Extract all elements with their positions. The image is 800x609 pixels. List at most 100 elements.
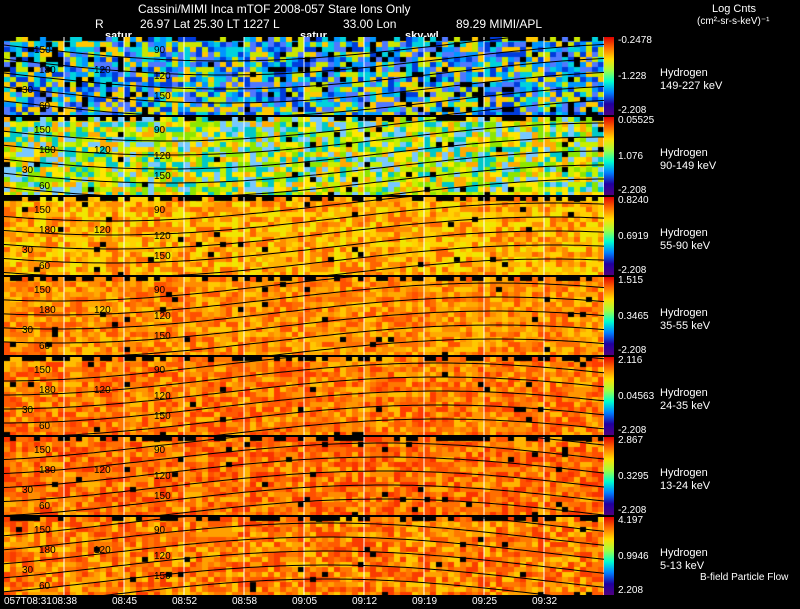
contour-label: 120 xyxy=(94,145,111,156)
ephemeris-right: 89.29 MIMI/APL xyxy=(456,17,543,31)
contour-label: 60 xyxy=(39,341,51,352)
contour-label: 180 xyxy=(39,225,56,236)
contour-label: 150 xyxy=(154,331,171,342)
energy-label: 5-13 keV xyxy=(660,560,705,572)
contour-label: 30 xyxy=(22,565,34,576)
colorbar-label-cmin: -2.208 xyxy=(618,505,647,516)
colorbar-label-cmid: 0.6919 xyxy=(618,231,649,242)
contour-label: 150 xyxy=(34,365,51,376)
contour-label: 180 xyxy=(39,545,56,556)
colorbar-6 xyxy=(604,437,614,515)
contour-line xyxy=(4,470,604,502)
contour-line xyxy=(4,202,604,236)
energy-label: 13-24 keV xyxy=(660,480,711,492)
contour-overlay xyxy=(4,197,604,275)
panel-label: Hydrogen 5-13 keV xyxy=(660,547,708,573)
contour-overlay xyxy=(4,517,604,595)
species-label: Hydrogen xyxy=(660,147,708,159)
contour-label: 120 xyxy=(154,311,171,322)
footer-label: B-field Particle Flow xyxy=(700,572,789,583)
contour-label: 180 xyxy=(39,385,56,396)
contour-overlay xyxy=(4,117,604,195)
contour-line xyxy=(60,404,604,435)
contour-line xyxy=(215,418,604,435)
colorbar-label-cmin: 2.208 xyxy=(618,585,644,596)
x-tick-label: 09:12 xyxy=(352,596,378,607)
plot-title: Cassini/MIMI Inca mTOF 2008-057 Stare Io… xyxy=(138,2,411,16)
colorbar-label-cmid: 0.3465 xyxy=(618,311,649,322)
contour-line xyxy=(4,57,604,90)
contour-label: 120 xyxy=(154,471,171,482)
contour-line xyxy=(383,178,604,195)
panel-label: Hydrogen 24-35 keV xyxy=(660,387,710,413)
colorbar-5 xyxy=(604,357,614,435)
contour-line xyxy=(4,357,604,382)
contour-label: 120 xyxy=(94,545,111,556)
species-label: Hydrogen xyxy=(660,547,708,559)
contour-label: 30 xyxy=(22,165,34,176)
contour-label: 60 xyxy=(39,421,51,432)
contour-label: 150 xyxy=(34,285,51,296)
colorbar-label-cmid: 0.04563 xyxy=(618,391,655,402)
contour-label: 150 xyxy=(34,445,51,456)
contour-line xyxy=(4,564,604,593)
contour-line xyxy=(4,85,604,115)
contour-label: 30 xyxy=(22,245,34,256)
contour-label: 180 xyxy=(39,465,56,476)
contour-label: 120 xyxy=(154,231,171,242)
contour-label: 60 xyxy=(39,101,51,112)
colorbar-label-cmin: -2.208 xyxy=(618,185,647,196)
contour-label: 120 xyxy=(94,65,111,76)
contour-line xyxy=(159,498,604,515)
x-tick-label: 08:52 xyxy=(172,596,198,607)
panel-label: Hydrogen 149-227 keV xyxy=(660,67,722,93)
contour-line xyxy=(4,230,604,264)
spectrogram-panel-2: 150 180 30 60 120 90 120 150 xyxy=(4,117,604,195)
colorbar-1 xyxy=(604,37,614,115)
contour-label: 150 xyxy=(154,171,171,182)
contour-overlay xyxy=(4,37,604,115)
colorbar-label-cmin: -2.208 xyxy=(618,345,647,356)
x-tick-label: 09:05 xyxy=(292,596,318,607)
contour-line xyxy=(4,550,604,579)
contour-label: 120 xyxy=(154,391,171,402)
colorbar-2 xyxy=(604,117,614,195)
contour-line xyxy=(103,578,552,595)
contour-line xyxy=(4,362,604,396)
spectrogram-panel-1: 150 180 30 60 120 90 120 150 xyxy=(4,37,604,115)
colorbar-label-cmax: 1.515 xyxy=(618,275,644,286)
contour-line xyxy=(4,536,604,565)
panel-label: Hydrogen 13-24 keV xyxy=(660,467,710,493)
contour-label: 150 xyxy=(154,251,171,262)
contour-label: 30 xyxy=(22,85,34,96)
contour-label: 150 xyxy=(154,411,171,422)
species-label: Hydrogen xyxy=(660,467,708,479)
species-label: Hydrogen xyxy=(660,387,708,399)
contour-label: 150 xyxy=(34,525,51,536)
contour-label: 120 xyxy=(154,551,171,562)
contour-label: 120 xyxy=(94,305,111,316)
contour-label: 120 xyxy=(94,225,111,236)
colorbar-label-cmid: -1.228 xyxy=(618,71,647,82)
contour-line xyxy=(4,522,604,551)
energy-label: 149-227 keV xyxy=(660,80,723,92)
contour-line xyxy=(271,338,604,355)
contour-label: 180 xyxy=(39,305,56,316)
contour-line xyxy=(4,442,604,474)
colorbar-3 xyxy=(604,197,614,275)
contour-line xyxy=(4,117,467,142)
contour-line xyxy=(4,517,604,537)
contour-line xyxy=(4,296,604,330)
x-tick-label: 08:38 xyxy=(52,596,78,607)
contour-label: 90 xyxy=(154,285,166,296)
contour-label: 120 xyxy=(154,71,171,82)
contour-label: 180 xyxy=(39,65,56,76)
panel-label: Hydrogen 90-149 keV xyxy=(660,147,716,173)
colorbar-label-cmin: -2.208 xyxy=(618,265,647,276)
contour-label: 60 xyxy=(39,581,51,592)
contour-label: 90 xyxy=(154,525,166,536)
spectrogram-panel-5: 150 180 30 60 120 90 120 150 xyxy=(4,357,604,435)
contour-label: 150 xyxy=(34,205,51,216)
colorbar-label-cmax: 0.05525 xyxy=(618,115,655,126)
colorbar-4 xyxy=(604,277,614,355)
